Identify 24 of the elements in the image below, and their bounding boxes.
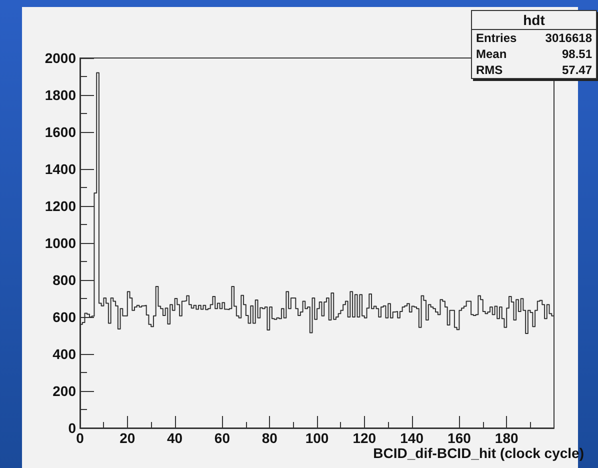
- x-tick-label: 120: [352, 430, 376, 446]
- y-tick-label: 1200: [44, 198, 76, 214]
- x-tick-label: 80: [262, 430, 278, 446]
- x-tick-label: 100: [305, 430, 329, 446]
- y-tick-label: 2000: [44, 50, 76, 66]
- y-tick-label: 800: [52, 272, 76, 288]
- x-tick-label: 180: [494, 430, 518, 446]
- y-tick-label: 400: [52, 346, 76, 362]
- x-tick-label: 60: [214, 430, 230, 446]
- y-tick-label: 1800: [44, 87, 76, 103]
- y-tick-label: 200: [52, 383, 76, 399]
- text: Mean 98.51: [476, 47, 592, 61]
- x-tick-label: 20: [120, 430, 136, 446]
- x-tick-label: 160: [448, 430, 472, 446]
- y-tick-label: 1000: [44, 235, 76, 251]
- y-tick-label: 1600: [44, 124, 76, 140]
- y-tick-label: 1400: [44, 161, 76, 177]
- text: RMS 57.47: [476, 63, 592, 77]
- y-tick-label: 0: [68, 420, 76, 436]
- text: hdt: [472, 11, 596, 30]
- x-tick-label: 40: [167, 430, 183, 446]
- y-tick-label: 600: [52, 309, 76, 325]
- text: Entries 3016618: [476, 31, 592, 45]
- x-tick-label: 140: [400, 430, 424, 446]
